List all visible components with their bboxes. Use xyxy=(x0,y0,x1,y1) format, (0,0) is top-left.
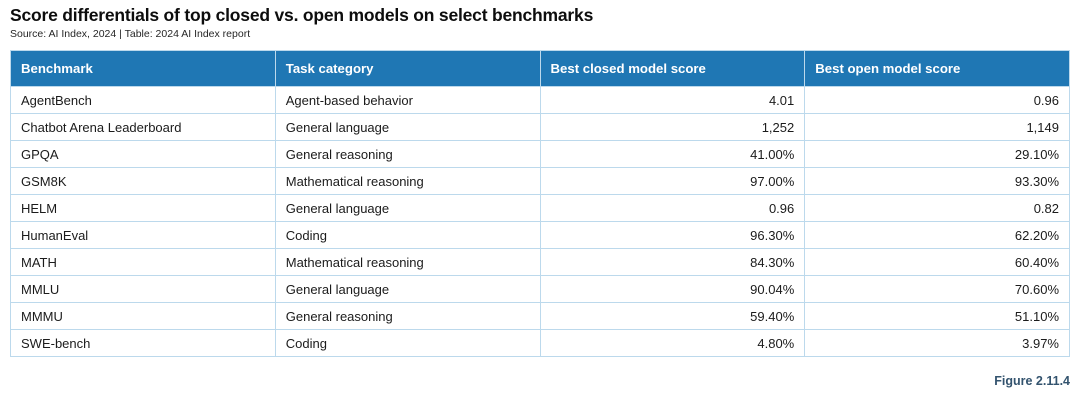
benchmark-cell: Chatbot Arena Leaderboard xyxy=(10,113,276,141)
column-header-benchmark: Benchmark xyxy=(10,50,276,87)
task-category-cell: General language xyxy=(274,194,541,222)
table-body: AgentBench Agent-based behavior 4.01 0.9… xyxy=(10,86,1070,357)
open-score-cell: 93.30% xyxy=(804,167,1070,195)
task-category-cell: General reasoning xyxy=(274,140,541,168)
closed-score-cell: 4.01 xyxy=(539,86,806,114)
closed-score-cell: 90.04% xyxy=(539,275,806,303)
table-header-row: Benchmark Task category Best closed mode… xyxy=(10,50,1070,87)
open-score-cell: 0.82 xyxy=(804,194,1070,222)
benchmark-cell: HELM xyxy=(10,194,276,222)
benchmark-cell: GSM8K xyxy=(10,167,276,195)
table-row: GPQA General reasoning 41.00% 29.10% xyxy=(10,140,1070,168)
closed-score-cell: 59.40% xyxy=(539,302,806,330)
closed-score-cell: 1,252 xyxy=(539,113,806,141)
open-score-cell: 51.10% xyxy=(804,302,1070,330)
benchmark-cell: GPQA xyxy=(10,140,276,168)
benchmark-cell: HumanEval xyxy=(10,221,276,249)
table-row: MMLU General language 90.04% 70.60% xyxy=(10,275,1070,303)
open-score-cell: 3.97% xyxy=(804,329,1070,357)
open-score-cell: 60.40% xyxy=(804,248,1070,276)
table-row: HELM General language 0.96 0.82 xyxy=(10,194,1070,222)
open-score-cell: 1,149 xyxy=(804,113,1070,141)
closed-score-cell: 96.30% xyxy=(539,221,806,249)
benchmark-cell: AgentBench xyxy=(10,86,276,114)
figure-number: Figure 2.11.4 xyxy=(994,374,1070,388)
closed-score-cell: 41.00% xyxy=(539,140,806,168)
benchmark-cell: MMLU xyxy=(10,275,276,303)
benchmark-cell: MATH xyxy=(10,248,276,276)
table-row: GSM8K Mathematical reasoning 97.00% 93.3… xyxy=(10,167,1070,195)
task-category-cell: Coding xyxy=(274,221,541,249)
task-category-cell: Coding xyxy=(274,329,541,357)
benchmark-table: Benchmark Task category Best closed mode… xyxy=(10,50,1070,357)
closed-score-cell: 97.00% xyxy=(539,167,806,195)
source-line: Source: AI Index, 2024 | Table: 2024 AI … xyxy=(10,28,251,40)
task-category-cell: General language xyxy=(274,113,541,141)
open-score-cell: 29.10% xyxy=(804,140,1070,168)
table-row: Chatbot Arena Leaderboard General langua… xyxy=(10,113,1070,141)
task-category-cell: General language xyxy=(274,275,541,303)
table-row: SWE-bench Coding 4.80% 3.97% xyxy=(10,329,1070,357)
table-row: MATH Mathematical reasoning 84.30% 60.40… xyxy=(10,248,1070,276)
table-header: Benchmark Task category Best closed mode… xyxy=(10,50,1070,87)
table-row: MMMU General reasoning 59.40% 51.10% xyxy=(10,302,1070,330)
table-row: HumanEval Coding 96.30% 62.20% xyxy=(10,221,1070,249)
table-row: AgentBench Agent-based behavior 4.01 0.9… xyxy=(10,86,1070,114)
column-header-open-score: Best open model score xyxy=(804,50,1070,87)
column-header-task-category: Task category xyxy=(274,50,541,87)
benchmark-cell: MMMU xyxy=(10,302,276,330)
page-title: Score differentials of top closed vs. op… xyxy=(10,5,594,25)
closed-score-cell: 0.96 xyxy=(539,194,806,222)
task-category-cell: Agent-based behavior xyxy=(274,86,541,114)
open-score-cell: 62.20% xyxy=(804,221,1070,249)
task-category-cell: Mathematical reasoning xyxy=(274,167,541,195)
open-score-cell: 0.96 xyxy=(804,86,1070,114)
closed-score-cell: 84.30% xyxy=(539,248,806,276)
column-header-closed-score: Best closed model score xyxy=(539,50,806,87)
open-score-cell: 70.60% xyxy=(804,275,1070,303)
closed-score-cell: 4.80% xyxy=(539,329,806,357)
benchmark-cell: SWE-bench xyxy=(10,329,276,357)
task-category-cell: Mathematical reasoning xyxy=(274,248,541,276)
task-category-cell: General reasoning xyxy=(274,302,541,330)
